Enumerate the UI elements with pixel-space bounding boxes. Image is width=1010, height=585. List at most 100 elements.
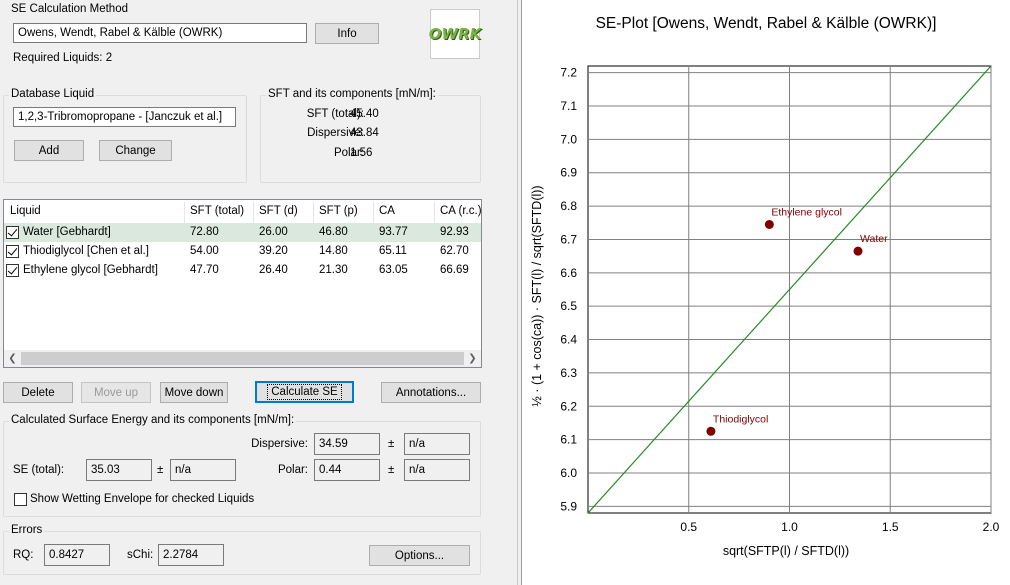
sft-p-cell: 46.80 xyxy=(319,226,348,238)
chart-x-axis-label: sqrt(SFTP(l) / SFTD(l)) xyxy=(723,544,849,558)
dispersive-result-value: 34.59 xyxy=(319,438,348,450)
scroll-left-icon[interactable]: ❮ xyxy=(8,353,17,364)
plus-minus-sign: ± xyxy=(388,464,395,476)
rq-value: 0.8427 xyxy=(49,549,85,561)
data-point-label: Water xyxy=(860,233,888,245)
sft-p-cell: 14.80 xyxy=(319,245,348,257)
row-checkbox[interactable] xyxy=(6,226,19,239)
se-total-field: 35.03 xyxy=(86,459,152,481)
column-header-ca-rc[interactable]: CA (r.c.) xyxy=(440,205,482,217)
ca-cell: 63.05 xyxy=(379,264,408,276)
y-tick-label: 7.1 xyxy=(560,99,577,113)
database-liquid-select[interactable]: 1,2,3-Tribromopropane - [Janczuk et al.] xyxy=(13,107,236,127)
liquid-name-cell: Ethylene glycol [Gebhardt] xyxy=(23,264,158,276)
options-button-label: Options... xyxy=(394,549,445,562)
ca-rc-cell: 66.69 xyxy=(440,264,469,276)
errors-group xyxy=(3,531,481,575)
polar-result-value: 0.44 xyxy=(319,464,342,476)
y-tick-label: 6.6 xyxy=(560,266,577,280)
dispersive-error-field: n/a xyxy=(404,433,470,455)
horizontal-scrollbar[interactable]: ❮ ❯ xyxy=(4,350,481,367)
ca-rc-cell: 62.70 xyxy=(440,245,469,257)
change-button-label: Change xyxy=(115,144,156,157)
sft-total-cell: 54.00 xyxy=(190,245,219,257)
schi-field: 2.2784 xyxy=(158,544,224,566)
column-header-sft-total[interactable]: SFT (total) xyxy=(190,205,245,217)
data-point xyxy=(764,219,774,229)
move-up-button[interactable]: Move up xyxy=(81,382,151,403)
calculation-method-select[interactable]: Owens, Wendt, Rabel & Kälble (OWRK) xyxy=(13,23,307,43)
wetting-envelope-checkbox[interactable] xyxy=(14,493,27,506)
add-button[interactable]: Add xyxy=(14,140,84,161)
y-tick-label: 6.4 xyxy=(560,333,577,347)
liquid-name-cell: Water [Gebhardt] xyxy=(23,226,111,238)
scroll-right-icon[interactable]: ❯ xyxy=(468,353,477,364)
row-checkbox[interactable] xyxy=(6,245,19,258)
calculate-se-button[interactable]: Calculate SE xyxy=(255,381,354,403)
row-checkbox[interactable] xyxy=(6,264,19,277)
column-header-liquid[interactable]: Liquid xyxy=(10,205,41,217)
sft-d-cell: 26.00 xyxy=(259,226,288,238)
se-plot-chart: SE-Plot [Owens, Wendt, Rabel & Kälble (O… xyxy=(530,15,1000,558)
dispersive-result-label: Dispersive: xyxy=(251,438,308,450)
polar-result-label: Polar: xyxy=(277,464,308,476)
se-total-label: SE (total): xyxy=(13,464,65,476)
data-point-label: Thiodiglycol xyxy=(713,413,768,425)
y-tick-label: 7.0 xyxy=(560,132,577,146)
calculated-se-legend: Calculated Surface Energy and its compon… xyxy=(9,414,297,426)
y-tick-label: 6.7 xyxy=(560,232,577,246)
info-button[interactable]: Info xyxy=(315,23,379,44)
options-button[interactable]: Options... xyxy=(369,545,470,566)
sft-total-cell: 47.70 xyxy=(190,264,219,276)
se-total-error-value: n/a xyxy=(175,464,191,476)
database-liquid-group xyxy=(3,95,247,183)
column-header-sft-p[interactable]: SFT (p) xyxy=(319,205,358,217)
delete-button[interactable]: Delete xyxy=(3,382,73,403)
sft-p-cell: 21.30 xyxy=(319,264,348,276)
required-liquids-text: Required Liquids: 2 xyxy=(13,52,113,64)
y-tick-label: 6.1 xyxy=(560,433,577,447)
add-button-label: Add xyxy=(38,144,60,157)
table-header: Liquid SFT (total) SFT (d) SFT (p) CA CA… xyxy=(4,202,482,224)
sft-total-cell: 72.80 xyxy=(190,226,219,238)
rq-label: RQ: xyxy=(13,549,34,561)
annotations-button[interactable]: Annotations... xyxy=(381,382,481,403)
panel-splitter[interactable] xyxy=(491,0,521,585)
chart-title: SE-Plot [Owens, Wendt, Rabel & Kälble (O… xyxy=(596,15,937,32)
annotations-button-label: Annotations... xyxy=(395,386,467,399)
y-tick-label: 7.2 xyxy=(560,66,577,80)
y-tick-label: 6.8 xyxy=(560,199,577,213)
schi-value: 2.2784 xyxy=(163,549,199,561)
table-row[interactable]: Thiodiglycol [Chen et al.] 54.00 39.20 1… xyxy=(4,242,481,261)
data-point-label: Ethylene glycol xyxy=(771,206,842,218)
liquid-table[interactable]: Liquid SFT (total) SFT (d) SFT (p) CA CA… xyxy=(3,199,482,368)
column-header-ca[interactable]: CA xyxy=(379,205,395,217)
y-tick-label: 6.5 xyxy=(560,299,577,313)
info-button-label: Info xyxy=(337,27,357,40)
plus-minus-sign: ± xyxy=(388,438,395,450)
move-up-button-label: Move up xyxy=(93,386,139,399)
column-header-sft-d[interactable]: SFT (d) xyxy=(259,205,298,217)
ca-rc-cell: 92.93 xyxy=(440,226,469,238)
table-row[interactable]: Water [Gebhardt] 72.80 26.00 46.80 93.77… xyxy=(4,223,481,242)
table-row[interactable]: Ethylene glycol [Gebhardt] 47.70 26.40 2… xyxy=(4,261,481,280)
dispersive-result-field: 34.59 xyxy=(314,433,380,455)
se-total-value: 35.03 xyxy=(91,464,120,476)
owrk-logo: OWRK xyxy=(428,9,482,59)
y-tick-label: 6.0 xyxy=(560,466,577,480)
change-button[interactable]: Change xyxy=(99,140,172,161)
sft-d-cell: 26.40 xyxy=(259,264,288,276)
wetting-envelope-label[interactable]: Show Wetting Envelope for checked Liquid… xyxy=(30,493,255,505)
owrk-logo-text: OWRK xyxy=(428,25,482,43)
move-down-button[interactable]: Move down xyxy=(160,382,228,403)
dispersive-error-value: n/a xyxy=(409,438,425,450)
regression-line xyxy=(587,65,992,514)
calculation-method-value: Owens, Wendt, Rabel & Kälble (OWRK) xyxy=(18,27,223,39)
sft-total-value: 45.40 xyxy=(350,108,379,120)
y-tick-label: 6.2 xyxy=(560,399,577,413)
sft-d-cell: 39.20 xyxy=(259,245,288,257)
scrollbar-thumb[interactable] xyxy=(21,352,464,365)
calculation-method-legend: SE Calculation Method xyxy=(9,3,130,15)
sft-dispersive-value: 43.84 xyxy=(350,127,379,139)
errors-legend: Errors xyxy=(9,524,45,536)
